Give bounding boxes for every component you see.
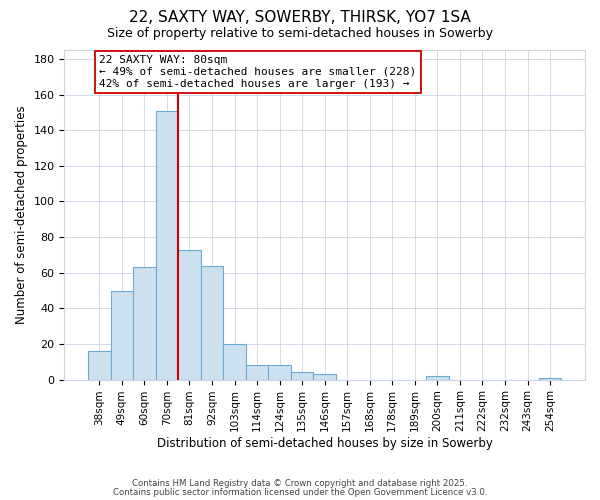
Bar	[110, 290, 133, 380]
Bar	[426, 376, 449, 380]
Bar	[313, 374, 336, 380]
Text: 22 SAXTY WAY: 80sqm
← 49% of semi-detached houses are smaller (228)
42% of semi-: 22 SAXTY WAY: 80sqm ← 49% of semi-detach…	[100, 56, 416, 88]
Bar	[223, 344, 246, 380]
Bar	[88, 351, 110, 380]
Bar	[268, 366, 291, 380]
Text: Contains public sector information licensed under the Open Government Licence v3: Contains public sector information licen…	[113, 488, 487, 497]
Text: 22, SAXTY WAY, SOWERBY, THIRSK, YO7 1SA: 22, SAXTY WAY, SOWERBY, THIRSK, YO7 1SA	[129, 10, 471, 25]
Bar	[246, 366, 268, 380]
Y-axis label: Number of semi-detached properties: Number of semi-detached properties	[15, 106, 28, 324]
Bar	[178, 250, 201, 380]
Bar	[155, 110, 178, 380]
Bar	[133, 268, 155, 380]
Bar	[539, 378, 562, 380]
Bar	[291, 372, 313, 380]
Bar	[201, 266, 223, 380]
X-axis label: Distribution of semi-detached houses by size in Sowerby: Distribution of semi-detached houses by …	[157, 437, 493, 450]
Text: Contains HM Land Registry data © Crown copyright and database right 2025.: Contains HM Land Registry data © Crown c…	[132, 478, 468, 488]
Text: Size of property relative to semi-detached houses in Sowerby: Size of property relative to semi-detach…	[107, 28, 493, 40]
